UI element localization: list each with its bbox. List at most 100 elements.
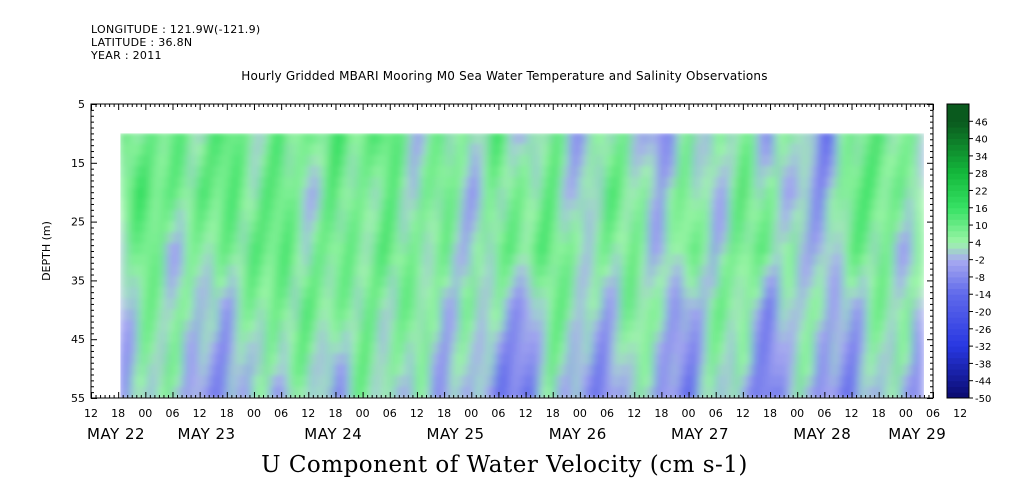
heatmap-cell bbox=[234, 188, 242, 201]
colorbar-band bbox=[947, 213, 969, 220]
heatmap-cell bbox=[424, 133, 432, 146]
heatmap-cell bbox=[366, 154, 374, 168]
heatmap-cell bbox=[544, 364, 552, 377]
heatmap-cell bbox=[194, 353, 202, 366]
heatmap-cell bbox=[406, 375, 414, 388]
heatmap-cell bbox=[900, 165, 908, 179]
heatmap-cell bbox=[831, 298, 839, 311]
heatmap-cell bbox=[866, 165, 873, 179]
heatmap-cell bbox=[607, 386, 615, 398]
heatmap-cell bbox=[246, 254, 254, 267]
heatmap-cell bbox=[860, 232, 868, 245]
heatmap-cell bbox=[429, 199, 437, 212]
heatmap-cell bbox=[120, 188, 127, 201]
heatmap-cell bbox=[889, 210, 896, 223]
heatmap-cell bbox=[785, 364, 793, 377]
heatmap-cell bbox=[332, 254, 340, 267]
heatmap-cell bbox=[171, 254, 179, 267]
heatmap-cell bbox=[894, 221, 902, 234]
heatmap-cell bbox=[447, 276, 455, 289]
heatmap-cell bbox=[217, 298, 225, 311]
heatmap-cell bbox=[315, 375, 323, 388]
heatmap-cell bbox=[257, 154, 265, 168]
heatmap-cell bbox=[269, 143, 277, 157]
heatmap-cell bbox=[630, 165, 638, 179]
heatmap-cell bbox=[831, 177, 839, 190]
heatmap-cell bbox=[320, 154, 328, 168]
heatmap-cell bbox=[596, 221, 604, 234]
heatmap-cell bbox=[642, 265, 650, 278]
heatmap-cell bbox=[871, 199, 879, 212]
heatmap-cell bbox=[160, 375, 168, 388]
heatmap-cell bbox=[911, 298, 919, 311]
heatmap-cell bbox=[429, 188, 437, 201]
heatmap-cell bbox=[871, 154, 879, 168]
heatmap-cell bbox=[274, 254, 282, 267]
heatmap-cell bbox=[889, 331, 896, 344]
heatmap-cell bbox=[412, 210, 420, 223]
heatmap-cell bbox=[797, 342, 805, 355]
heatmap-cell bbox=[177, 276, 185, 289]
heatmap-cell bbox=[194, 375, 202, 388]
heatmap-cell bbox=[831, 210, 839, 223]
heatmap-cell bbox=[228, 364, 236, 377]
heatmap-cell bbox=[917, 232, 924, 245]
heatmap-cell bbox=[676, 221, 684, 234]
heatmap-cell bbox=[447, 188, 455, 201]
heatmap-cell bbox=[538, 320, 546, 333]
heatmap-cell bbox=[871, 165, 879, 179]
heatmap-cell bbox=[372, 254, 380, 267]
heatmap-cell bbox=[739, 320, 747, 333]
heatmap-cell bbox=[125, 342, 133, 355]
heatmap-cell bbox=[630, 210, 638, 223]
heatmap-cell bbox=[234, 221, 242, 234]
heatmap-cell bbox=[579, 309, 587, 322]
colorbar-tick-label: 22 bbox=[975, 186, 988, 197]
heatmap-cell bbox=[774, 143, 782, 157]
heatmap-cell bbox=[452, 309, 460, 322]
heatmap-cell bbox=[814, 177, 822, 190]
heatmap-cell bbox=[131, 320, 139, 333]
heatmap-cell bbox=[217, 232, 225, 245]
colorbar-tick-label: 40 bbox=[975, 135, 988, 146]
heatmap-cell bbox=[406, 353, 414, 366]
heatmap-cell bbox=[705, 221, 713, 234]
heatmap-cell bbox=[900, 221, 908, 234]
heatmap-cell bbox=[131, 188, 139, 201]
heatmap-cell bbox=[774, 177, 782, 190]
heatmap-cell bbox=[447, 375, 455, 388]
heatmap-cell bbox=[607, 143, 615, 157]
heatmap-cell bbox=[395, 199, 403, 212]
heatmap-cell bbox=[653, 287, 661, 300]
heatmap-cell bbox=[211, 309, 219, 322]
heatmap-cell bbox=[424, 232, 432, 245]
heatmap-cell bbox=[848, 287, 856, 300]
heatmap-cell bbox=[820, 154, 828, 168]
heatmap-cell bbox=[492, 165, 500, 179]
heatmap-cell bbox=[120, 232, 127, 245]
heatmap-cell bbox=[699, 199, 707, 212]
heatmap-cell bbox=[561, 287, 569, 300]
heatmap-cell bbox=[481, 265, 489, 278]
heatmap-cell bbox=[676, 309, 684, 322]
date-label: MAY 29 bbox=[888, 425, 946, 443]
heatmap-cell bbox=[642, 143, 650, 157]
heatmap-cell bbox=[820, 221, 828, 234]
heatmap-cell bbox=[309, 265, 317, 278]
heatmap-cell bbox=[246, 154, 254, 168]
heatmap-cell bbox=[355, 375, 363, 388]
heatmap-cell bbox=[223, 210, 231, 223]
heatmap-cell bbox=[659, 143, 667, 157]
heatmap-cell bbox=[240, 331, 248, 344]
heatmap-cell bbox=[808, 320, 816, 333]
heatmap-cell bbox=[257, 133, 265, 146]
heatmap-cell bbox=[791, 221, 799, 234]
y-tick-label: 55 bbox=[71, 392, 85, 405]
heatmap-cell bbox=[613, 331, 621, 344]
heatmap-cell bbox=[659, 331, 667, 344]
heatmap-cell bbox=[906, 243, 914, 256]
heatmap-cell bbox=[538, 265, 546, 278]
heatmap-cell bbox=[355, 309, 363, 322]
heatmap-cell bbox=[429, 133, 437, 146]
heatmap-cell bbox=[906, 298, 914, 311]
